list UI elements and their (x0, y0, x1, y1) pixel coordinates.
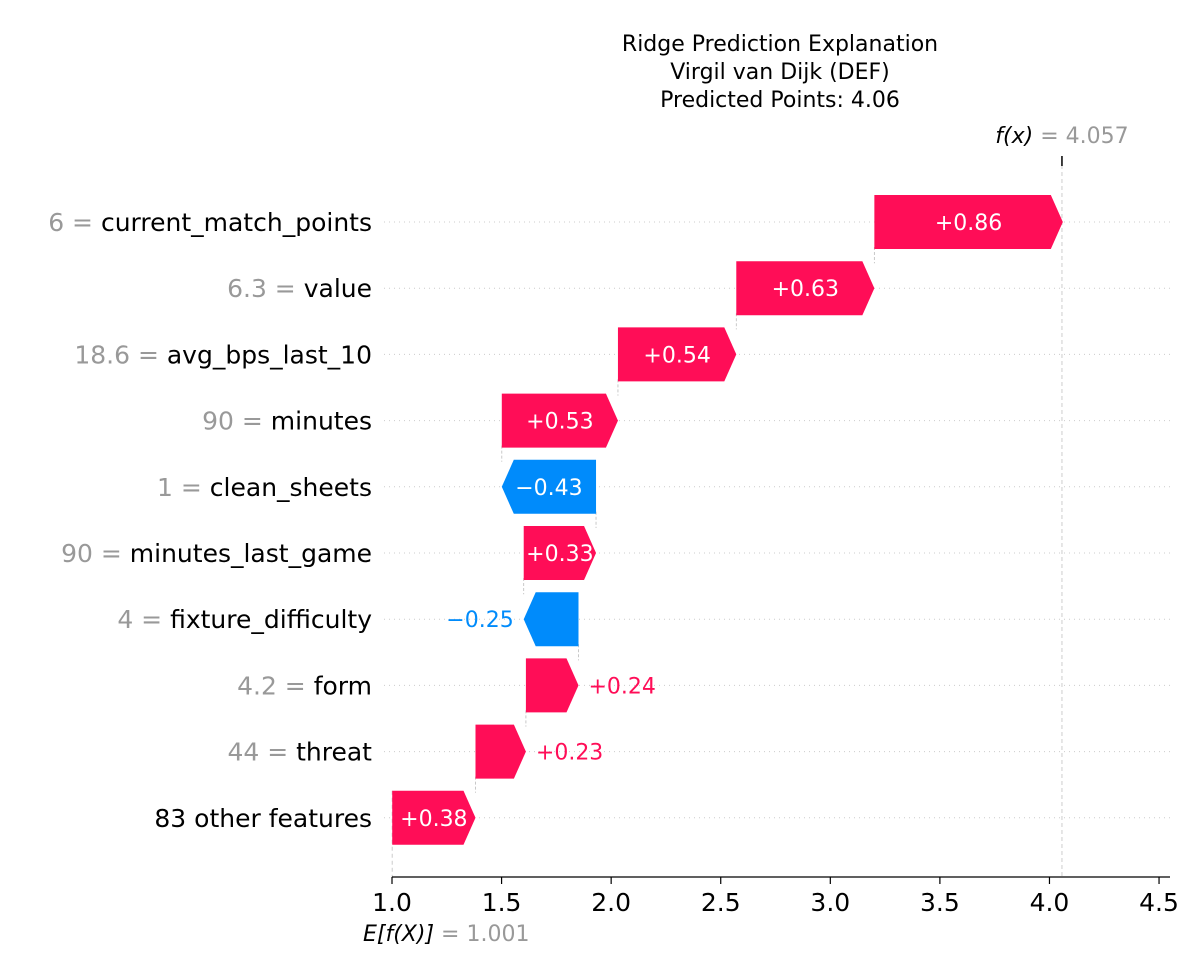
bar-contribution-label: +0.23 (536, 741, 603, 766)
chart-title-line-2: Virgil van Dijk (DEF) (670, 60, 890, 85)
feature-value: 90 = (61, 539, 130, 568)
feature-name: 83 other features (154, 804, 372, 833)
final-value-annotation: f(x) = 4.057 (995, 124, 1128, 149)
bar-contribution-label: −0.43 (515, 476, 582, 501)
waterfall-bar-3 (617, 327, 737, 382)
feature-label: 6.3 = value (227, 274, 372, 303)
chart-title-line-1: Ridge Prediction Explanation (621, 32, 939, 57)
feature-name: value (304, 274, 372, 303)
bar-contribution-label: +0.86 (935, 211, 1002, 236)
bar-contribution-label: +0.33 (526, 542, 593, 567)
feature-value: 90 = (202, 407, 271, 436)
feature-label: 90 = minutes_last_game (61, 539, 372, 568)
feature-value: 4 = (117, 605, 170, 634)
feature-value: 6.3 = (227, 274, 304, 303)
bar-contribution-label: +0.54 (643, 343, 710, 368)
bar-contribution-label: +0.38 (400, 807, 467, 832)
feature-name: form (314, 671, 372, 700)
feature-label: 4 = fixture_difficulty (117, 605, 372, 634)
chart-title-line-3: Predicted Points: 4.06 (660, 88, 900, 113)
waterfall-bar-5 (501, 459, 597, 514)
waterfall-bar-7 (523, 592, 579, 647)
bar-contribution-label: +0.63 (772, 277, 839, 302)
feature-label: 18.6 = avg_bps_last_10 (74, 340, 372, 369)
base-value-label: E[f(X)] (363, 922, 441, 947)
final-value-text: = 4.057 (1040, 124, 1128, 149)
base-value-annotation: E[f(X)] = 1.001 (363, 922, 529, 947)
feature-name: threat (296, 738, 372, 767)
base-value-text: = 1.001 (441, 922, 529, 947)
feature-name: minutes (271, 407, 372, 436)
x-tick-label: 2.5 (701, 888, 741, 917)
feature-value: 6 = (48, 208, 101, 237)
feature-name: minutes_last_game (130, 539, 372, 568)
feature-name: current_match_points (101, 208, 372, 237)
feature-label: 6 = current_match_points (48, 208, 372, 237)
feature-label: 44 = threat (227, 738, 372, 767)
feature-label: 83 other features (154, 804, 372, 833)
x-tick-label: 3.5 (920, 888, 960, 917)
feature-value: 18.6 = (74, 340, 167, 369)
feature-value: 44 = (227, 738, 296, 767)
bar-contribution-label: +0.53 (526, 410, 593, 435)
waterfall-bar-8 (525, 658, 579, 713)
x-tick-label: 2.0 (591, 888, 631, 917)
x-tick-label: 1.0 (372, 888, 412, 917)
x-tick-label: 4.5 (1139, 888, 1179, 917)
feature-name: avg_bps_last_10 (167, 340, 372, 369)
waterfall-bar-10 (392, 790, 476, 845)
feature-name: clean_sheets (210, 473, 372, 502)
bar-contribution-label: +0.24 (589, 674, 656, 699)
bar-contribution-label: −0.25 (446, 608, 513, 633)
feature-label: 4.2 = form (237, 671, 372, 700)
waterfall-bar-4 (501, 393, 618, 448)
feature-value: 4.2 = (237, 671, 314, 700)
waterfall-bar-9 (475, 724, 526, 779)
final-value-label: f(x) (995, 124, 1040, 149)
x-tick-label: 1.5 (482, 888, 522, 917)
feature-value: 1 = (157, 473, 210, 502)
feature-name: fixture_difficulty (170, 605, 372, 634)
waterfall-bar-6 (523, 526, 597, 580)
waterfall-bar-2 (736, 261, 875, 316)
feature-label: 90 = minutes (202, 407, 372, 436)
waterfall-bar-1 (874, 195, 1063, 249)
feature-label: 1 = clean_sheets (157, 473, 372, 502)
x-tick-label: 3.0 (810, 888, 850, 917)
x-tick-label: 4.0 (1030, 888, 1070, 917)
